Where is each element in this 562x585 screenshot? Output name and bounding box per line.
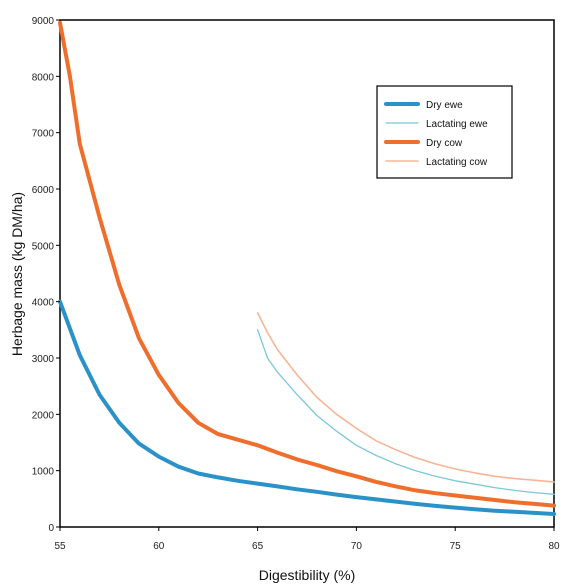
x-tick-label-3: 70 xyxy=(351,541,363,552)
y-tick-label-8: 8000 xyxy=(32,72,55,83)
legend-label-1: Lactating ewe xyxy=(426,119,488,130)
y-tick-label-0: 0 xyxy=(48,523,54,534)
legend-label-0: Dry ewe xyxy=(426,100,463,111)
y-axis-title: Herbage mass (kg DM/ha) xyxy=(9,192,25,356)
series-line-1 xyxy=(256,329,555,495)
x-tick-label-2: 65 xyxy=(252,541,264,552)
y-tick-label-7: 7000 xyxy=(32,129,55,140)
x-tick-label-4: 75 xyxy=(450,541,462,552)
x-tick-label-0: 55 xyxy=(54,541,66,552)
y-tick-label-3: 3000 xyxy=(32,354,55,365)
legend-label-3: Lactating cow xyxy=(426,157,488,168)
y-axis-ticks: 0 1000 2000 3000 4000 5000 6000 7000 8000 9000 xyxy=(32,16,60,534)
x-tick-label-1: 60 xyxy=(153,541,165,552)
y-tick-label-9: 9000 xyxy=(32,16,55,27)
y-tick-label-2: 2000 xyxy=(32,410,55,421)
x-axis-title: Digestibility (%) xyxy=(259,567,355,583)
y-tick-label-4: 4000 xyxy=(32,298,55,309)
legend-items: Dry ewe Lactating ewe Dry cow Lactating cow xyxy=(384,100,488,168)
y-tick-label-5: 5000 xyxy=(32,241,55,252)
series-line-2 xyxy=(58,20,556,508)
legend-box xyxy=(376,85,513,179)
series-layer xyxy=(58,20,556,516)
legend: Dry ewe Lactating ewe Dry cow Lactating cow xyxy=(376,85,513,179)
legend-label-2: Dry cow xyxy=(426,138,463,149)
series-line-0 xyxy=(58,299,556,516)
y-tick-label-1: 1000 xyxy=(32,467,55,478)
series-line-3 xyxy=(256,312,555,483)
x-axis-ticks: 55 60 65 70 75 80 xyxy=(54,527,560,552)
x-tick-label-5: 80 xyxy=(548,541,560,552)
y-tick-label-6: 6000 xyxy=(32,185,55,196)
